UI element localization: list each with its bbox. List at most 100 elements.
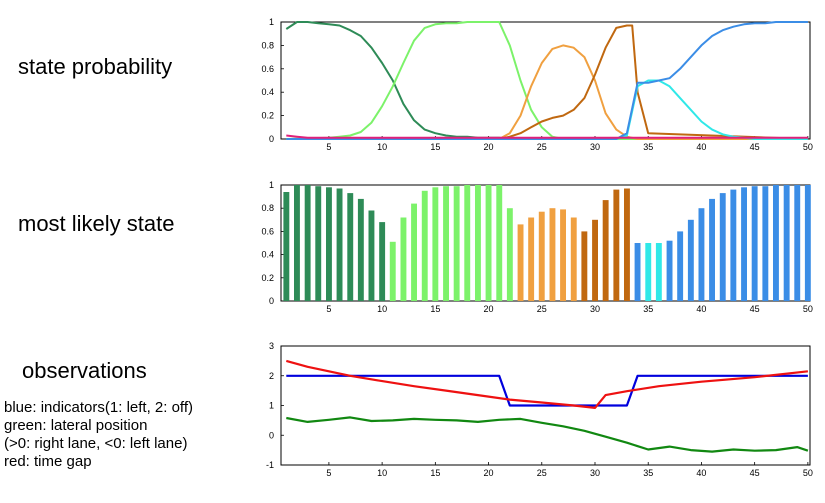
bar	[347, 193, 354, 301]
bar	[357, 198, 364, 301]
bar	[804, 185, 811, 301]
bar	[517, 224, 524, 301]
bar	[677, 231, 684, 301]
bar	[496, 185, 503, 301]
bar	[570, 217, 577, 301]
series-state-3	[286, 44, 808, 140]
bar	[336, 188, 343, 301]
series-state-2	[286, 21, 808, 140]
x-tick-label: 30	[590, 304, 600, 314]
y-tick-label: 0.8	[261, 40, 274, 50]
x-tick-label: 40	[696, 468, 706, 478]
x-tick-label: 50	[803, 142, 813, 152]
y-tick-label: 0.6	[261, 226, 274, 236]
y-tick-label: 0.8	[261, 203, 274, 213]
label-observations: observations	[22, 358, 147, 383]
bar	[400, 217, 407, 301]
y-tick-label: 0.6	[261, 64, 274, 74]
bar	[528, 217, 535, 301]
bar	[411, 203, 417, 301]
bar	[624, 188, 630, 301]
bar	[464, 185, 471, 301]
bar	[666, 240, 673, 301]
y-tick-label: 1	[269, 17, 274, 27]
plot-frame	[280, 21, 811, 140]
x-tick-label: 45	[750, 468, 760, 478]
x-tick-label: 50	[803, 468, 813, 478]
legend-line-lateral: green: lateral position	[4, 417, 148, 434]
legend-line-indicators: blue: indicators(1: left, 2: off)	[4, 399, 193, 416]
y-tick-label: 1	[269, 180, 274, 190]
y-tick-label: 0	[269, 296, 274, 306]
bar	[592, 219, 598, 301]
bar	[485, 185, 492, 301]
x-tick-label: 15	[430, 142, 440, 152]
bar	[730, 189, 737, 301]
bar	[326, 187, 332, 301]
bar	[506, 208, 513, 301]
bar	[421, 190, 428, 301]
x-tick-label: 25	[537, 142, 547, 152]
series-state-4	[286, 24, 808, 140]
y-tick-label: 1	[269, 401, 274, 411]
bar	[453, 186, 460, 301]
bar	[698, 208, 705, 301]
y-tick-label: 0.2	[261, 273, 274, 283]
legend-line-timegap: red: time gap	[4, 453, 92, 470]
y-tick-label: 0.2	[261, 111, 274, 121]
bar	[560, 209, 566, 301]
bar	[294, 185, 300, 301]
x-tick-label: 30	[590, 142, 600, 152]
bar	[719, 193, 726, 301]
x-tick-label: 35	[643, 468, 653, 478]
legend-line-lane: (>0: right lane, <0: left lane)	[4, 435, 188, 452]
series-state-5	[286, 79, 808, 140]
bar	[794, 185, 801, 301]
y-tick-label: 3	[269, 341, 274, 351]
x-tick-label: 50	[803, 304, 813, 314]
y-tick-label: 0.4	[261, 87, 274, 97]
x-tick-label: 20	[484, 468, 494, 478]
x-tick-label: 10	[377, 142, 387, 152]
y-tick-label: 2	[269, 371, 274, 381]
bar	[315, 186, 322, 301]
bar	[368, 210, 375, 301]
label-state-probability: state probability	[18, 54, 173, 79]
x-tick-label: 20	[484, 142, 494, 152]
chart-2: 5 10 15 20 25 30 35 40 45 50 0 0.2 0.4 0.6 0.8 1	[261, 180, 812, 314]
series-lateral-position	[286, 416, 809, 453]
chart-1: 5 10 15 20 25 30 35 40 45 50 0 0.2 0.4 0.6 0.8 1	[261, 17, 812, 152]
x-tick-label: 25	[537, 468, 547, 478]
bar	[549, 208, 556, 301]
series-state-1	[285, 21, 808, 140]
x-tick-label: 15	[430, 468, 440, 478]
bar	[687, 219, 694, 301]
bar	[283, 192, 290, 301]
bar	[783, 185, 790, 301]
bar	[762, 186, 769, 301]
bar	[655, 243, 662, 301]
bar	[538, 211, 545, 301]
x-tick-label: 40	[696, 304, 706, 314]
x-tick-label: 35	[643, 304, 653, 314]
bar	[741, 187, 747, 301]
label-most-likely-state: most likely state	[18, 211, 175, 236]
bar	[443, 186, 449, 301]
x-tick-label: 5	[326, 304, 331, 314]
bar	[602, 200, 609, 301]
x-tick-label: 15	[430, 304, 440, 314]
bar	[634, 243, 641, 301]
x-tick-label: 45	[750, 142, 760, 152]
x-tick-label: 30	[590, 468, 600, 478]
y-tick-label: -1	[266, 460, 274, 470]
bar	[581, 231, 588, 301]
bar	[709, 198, 715, 301]
bar	[432, 187, 439, 301]
series-state-7	[286, 134, 808, 139]
y-tick-label: 0.4	[261, 250, 274, 260]
bar	[613, 189, 620, 301]
x-tick-label: 25	[537, 304, 547, 314]
observation-legend: blue: indicators(1: left, 2: off) green:…	[4, 399, 193, 471]
chart-3: 5 10 15 20 25 30 35 40 45 50 -1 0 1 2 3	[266, 341, 813, 478]
